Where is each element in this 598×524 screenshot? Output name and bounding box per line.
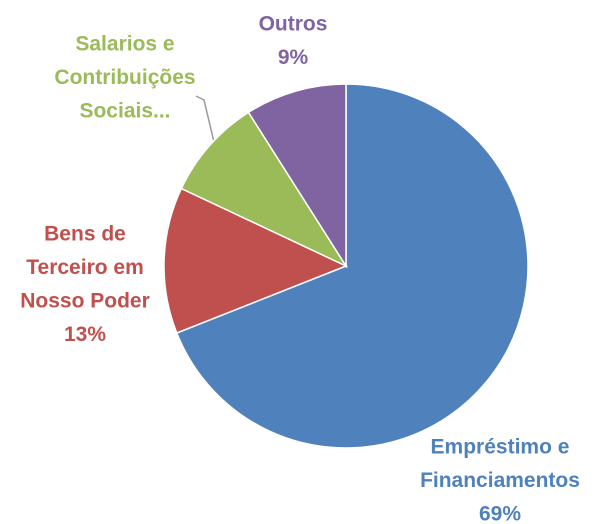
pie-slice [175, 83, 529, 449]
slice-label: Bens de [44, 223, 126, 246]
value-label: 69% [479, 503, 521, 524]
slice-label: Outros [259, 13, 328, 36]
value-label: 13% [64, 323, 106, 346]
slice-label: Contribuições [54, 66, 195, 89]
slice-label: Terceiro em [26, 256, 144, 279]
slice-label: Sociais... [79, 100, 170, 123]
slice-label: Salarios e [75, 33, 174, 56]
leader-line [195, 95, 215, 143]
value-label: 9% [278, 46, 309, 69]
slice-label: Financiamentos [420, 469, 580, 492]
pie-slice [163, 187, 348, 334]
slice-label: Empréstimo e [431, 436, 570, 459]
pie-slice [180, 111, 349, 268]
pie-slice [247, 83, 347, 269]
slice-label: Nosso Poder [20, 290, 150, 313]
